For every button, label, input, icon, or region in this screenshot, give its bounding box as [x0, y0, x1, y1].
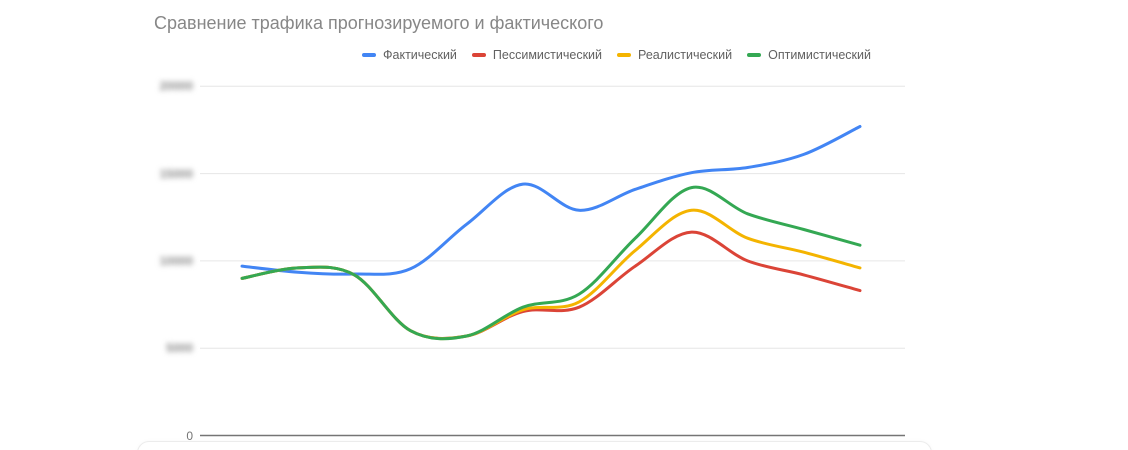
legend-item-actual[interactable]: Фактический	[362, 48, 457, 62]
chart-legend: Фактический Пессимистический Реалистически…	[362, 47, 871, 63]
y-axis-label-zero: 0	[186, 429, 193, 443]
legend-item-pessimistic[interactable]: Пессимистический	[471, 48, 603, 62]
y-axis-label-blurred: 20000	[159, 79, 193, 93]
legend-item-optimistic[interactable]: Оптимистический	[747, 48, 871, 62]
legend-label: Пессимистический	[492, 48, 603, 62]
legend-label: Фактический	[383, 48, 457, 62]
next-chart-card	[137, 441, 932, 450]
legend-label: Реалистический	[638, 48, 733, 62]
legend-swatch-pessimistic	[471, 53, 486, 57]
y-axis-label-blurred: 10000	[159, 254, 193, 268]
series-line-pessimistic[interactable]	[240, 230, 862, 340]
legend-swatch-realistic	[617, 53, 632, 57]
legend-item-realistic[interactable]: Реалистический	[617, 48, 732, 62]
y-axis-label-blurred: 15000	[159, 167, 193, 181]
legend-swatch-actual	[362, 53, 376, 57]
series-line-actual[interactable]	[240, 125, 862, 276]
chart-title: Сравнение трафика прогнозируемого и факт…	[154, 13, 604, 33]
series-line-optimistic[interactable]	[240, 185, 862, 341]
legend-swatch-optimistic	[747, 53, 762, 57]
y-axis-label-blurred: 5000	[166, 341, 193, 355]
legend-label: Оптимистический	[768, 48, 871, 62]
